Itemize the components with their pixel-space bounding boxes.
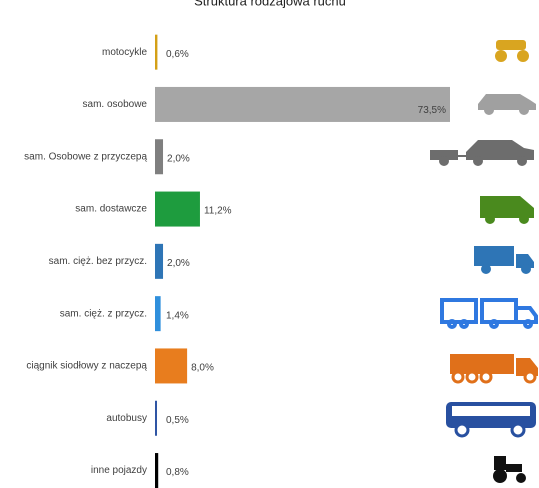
category-label: sam. Osobowe z przyczepą xyxy=(24,151,147,162)
icon-motorcycle xyxy=(495,40,529,62)
bar xyxy=(155,191,200,227)
bar xyxy=(155,453,159,488)
category-label: ciągnik siodłowy z naczepą xyxy=(26,361,147,372)
bar xyxy=(155,34,158,70)
category-label: sam. cięż. bez przycz. xyxy=(49,256,147,267)
category-label: sam. dostawcze xyxy=(75,204,147,215)
icon-bus xyxy=(446,402,536,438)
icons xyxy=(430,40,538,483)
bar xyxy=(155,348,188,384)
icon-truck xyxy=(474,246,534,274)
icon-car-trailer xyxy=(430,140,534,166)
value-label: 11,2% xyxy=(204,206,232,217)
bar xyxy=(155,400,158,436)
value-label: 73,5% xyxy=(418,105,446,116)
chart-title: Struktura rodzajowa ruchu xyxy=(194,0,346,8)
value-label: 2,0% xyxy=(167,153,190,164)
bar xyxy=(155,243,164,279)
category-label: inne pojazdy xyxy=(91,465,147,476)
value-label: 0,6% xyxy=(166,49,189,60)
value-label: 0,5% xyxy=(166,415,189,426)
icon-semi xyxy=(450,354,538,384)
icon-car xyxy=(478,94,536,115)
bar xyxy=(155,296,161,332)
bar xyxy=(155,139,164,175)
value-label: 1,4% xyxy=(166,310,189,321)
icon-tractor xyxy=(493,456,526,483)
value-label: 8,0% xyxy=(191,363,214,374)
category-label: motocykle xyxy=(102,47,147,58)
category-label: sam. osobowe xyxy=(83,99,148,110)
value-label: 0,8% xyxy=(166,467,189,478)
value-label: 2,0% xyxy=(167,258,190,269)
category-label: autobusy xyxy=(106,413,147,424)
icon-van xyxy=(480,196,534,224)
category-label: sam. cięż. z przycz. xyxy=(60,308,147,319)
bar xyxy=(155,86,450,122)
icon-truck-trailer xyxy=(440,298,538,329)
